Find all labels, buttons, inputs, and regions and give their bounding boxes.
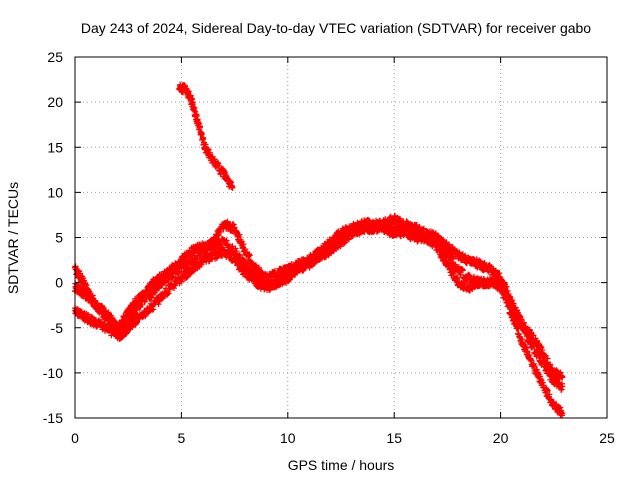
y-tick-label: -15 <box>43 410 63 426</box>
y-axis-label: SDTVAR / TECUs <box>5 182 21 294</box>
y-tick-label: 5 <box>55 230 63 246</box>
y-tick-label: 15 <box>47 139 63 155</box>
y-tick-label: -10 <box>43 365 63 381</box>
series-markers <box>176 81 236 191</box>
x-tick-label: 15 <box>386 430 402 446</box>
x-tick-label: 10 <box>280 430 296 446</box>
x-tick-label: 5 <box>178 430 186 446</box>
y-tick-label: 20 <box>47 94 63 110</box>
series-arc-d <box>176 81 236 191</box>
x-tick-label: 20 <box>493 430 509 446</box>
chart-title: Day 243 of 2024, Sidereal Day-to-day VTE… <box>81 20 591 36</box>
y-tick-label: 10 <box>47 184 63 200</box>
y-tick-label: 0 <box>55 275 63 291</box>
x-axis-label: GPS time / hours <box>288 457 395 473</box>
y-tick-label: 25 <box>47 49 63 65</box>
x-tick-label: 25 <box>599 430 615 446</box>
y-tick-label: -5 <box>51 320 64 336</box>
axis-ticks: 0 5 10 15 20 25 -15 -10 -5 0 5 10 15 20 25 <box>43 49 615 446</box>
x-tick-label: 0 <box>71 430 79 446</box>
